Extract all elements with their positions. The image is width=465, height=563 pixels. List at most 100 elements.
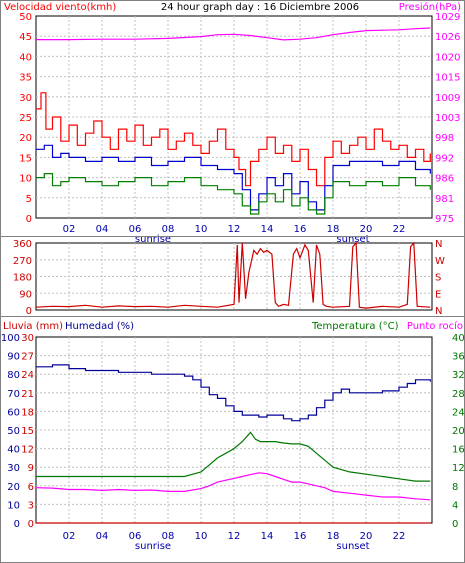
- wind-ytick-8: 10: [19, 174, 32, 185]
- rain-ytick-7: 9: [28, 463, 34, 474]
- rain-ytick-4: 18: [21, 407, 34, 418]
- humidity-temperature-series: [35, 364, 431, 524]
- wind_low-line: [36, 173, 431, 215]
- humidity-ytick-9: 10: [7, 500, 20, 511]
- temperature-line: [36, 431, 431, 482]
- sunset-label-bottom: sunset: [336, 541, 369, 552]
- temperature-ytick-10: 0: [452, 519, 458, 530]
- wind-ytick-1: 45: [19, 32, 32, 43]
- direction-ytick-0: 360: [13, 239, 32, 250]
- temperature-ytick-9: 4: [452, 500, 458, 511]
- rain-ytick-10: 0: [28, 519, 34, 530]
- wind-ytick-2: 40: [19, 52, 32, 63]
- time-tick-02: 02: [63, 224, 76, 235]
- time-tick-14: 14: [261, 224, 274, 235]
- pressure-ytick-8: 986: [435, 174, 454, 185]
- pressure-ytick-10: 975: [435, 214, 454, 225]
- pressure-ytick-9: 981: [435, 194, 454, 205]
- rain-ytick-2: 24: [21, 370, 34, 381]
- pressure-ytick-6: 998: [435, 133, 454, 144]
- time-tick-10: 10: [195, 224, 208, 235]
- temperature-ytick-6: 16: [452, 445, 465, 456]
- time-tick-18: 18: [327, 224, 340, 235]
- time-tick-10: 10: [195, 531, 208, 542]
- time-tick-14: 14: [261, 531, 274, 542]
- wind-speed-label: Velocidad viento(kmh): [4, 2, 116, 13]
- compass-ytick-0: N: [435, 239, 442, 250]
- humidity-ytick-5: 50: [7, 426, 20, 437]
- dewpoint-label: Punto rocío: [407, 320, 463, 332]
- wind-ytick-10: 0: [26, 214, 32, 225]
- humidity-ytick-10: 0: [14, 519, 20, 530]
- time-tick-08: 08: [162, 224, 175, 235]
- temperature-ytick-0: 40: [452, 333, 465, 344]
- humidity-line: [36, 364, 431, 422]
- wind-direction-grid: [36, 243, 432, 310]
- time-tick-16: 16: [294, 224, 307, 235]
- direction-ytick-4: 0: [26, 306, 32, 317]
- temperature-label: Temperatura (°C): [311, 321, 399, 332]
- wind-ytick-5: 25: [19, 113, 32, 124]
- time-tick-08: 08: [162, 531, 175, 542]
- wind-ytick-9: 5: [26, 194, 32, 205]
- time-tick-20: 20: [360, 224, 373, 235]
- compass-ytick-3: E: [435, 289, 441, 300]
- compass-ytick-1: W: [435, 256, 445, 267]
- rain-ytick-3: 21: [21, 389, 34, 400]
- humidity-temperature-grid: [36, 337, 432, 523]
- wind-ytick-0: 50: [19, 12, 32, 23]
- humidity-ytick-7: 30: [7, 463, 20, 474]
- pressure-ytick-5: 1003: [435, 113, 460, 124]
- direction-line: [35, 241, 431, 309]
- wind-time-axis: 02 04 06 08 10 12 14 16 18 20 22: [63, 224, 406, 235]
- rain-label: Lluvia (mm): [3, 321, 63, 332]
- humidity-ytick-3: 70: [7, 389, 20, 400]
- rain-ytick-9: 3: [28, 500, 34, 511]
- rain-ytick-1: 27: [21, 352, 34, 363]
- time-tick-22: 22: [393, 531, 406, 542]
- rain-ytick-6: 12: [21, 445, 34, 456]
- direction-degree-axis: 360 270 180 90 0: [13, 239, 32, 317]
- time-tick-16: 16: [294, 531, 307, 542]
- temperature-ytick-8: 8: [452, 482, 458, 493]
- wind-ytick-7: 15: [19, 153, 32, 164]
- dewpoint-line: [35, 472, 431, 501]
- time-tick-06: 06: [129, 531, 142, 542]
- temperature-ytick-7: 12: [452, 463, 465, 474]
- direction-ytick-3: 90: [19, 289, 32, 300]
- time-tick-04: 04: [96, 531, 109, 542]
- sunrise-label-top: sunrise: [135, 234, 171, 245]
- temperature-ytick-3: 28: [452, 389, 465, 400]
- direction-ytick-1: 270: [13, 256, 32, 267]
- pressure-ytick-4: 1009: [435, 93, 460, 104]
- pressure-line: [36, 27, 431, 41]
- wind-ytick-6: 20: [19, 133, 32, 144]
- graph-title: 24 hour graph day : 16 Diciembre 2006: [161, 2, 359, 13]
- pressure-axis: 1029 1026 1020 1015 1009 1003 998 992 986 981 975: [435, 12, 460, 225]
- time-tick-18: 18: [327, 531, 340, 542]
- pressure-ytick-1: 1026: [435, 32, 460, 43]
- humidity-ytick-6: 40: [7, 445, 20, 456]
- pressure-ytick-3: 1015: [435, 73, 460, 84]
- pressure-label: Presión(hPa): [399, 1, 461, 13]
- wind-pressure-series: [36, 27, 431, 215]
- sunset-label-top: sunset: [336, 234, 369, 245]
- temperature-ytick-4: 24: [452, 407, 465, 418]
- humidity-label: Humedad (%): [65, 321, 134, 332]
- humidity-ytick-0: 100: [1, 333, 20, 344]
- time-tick-06: 06: [129, 224, 142, 235]
- rain-ytick-0: 30: [21, 333, 34, 344]
- time-tick-02: 02: [63, 531, 76, 542]
- time-tick-04: 04: [96, 224, 109, 235]
- wind-line: [36, 92, 431, 187]
- time-tick-20: 20: [360, 531, 373, 542]
- humidity-ytick-1: 90: [7, 352, 20, 363]
- compass-ytick-4: N: [435, 306, 442, 317]
- pressure-ytick-7: 992: [435, 153, 454, 164]
- humidity-time-axis: 02 04 06 08 10 12 14 16 18 20 22: [63, 531, 406, 542]
